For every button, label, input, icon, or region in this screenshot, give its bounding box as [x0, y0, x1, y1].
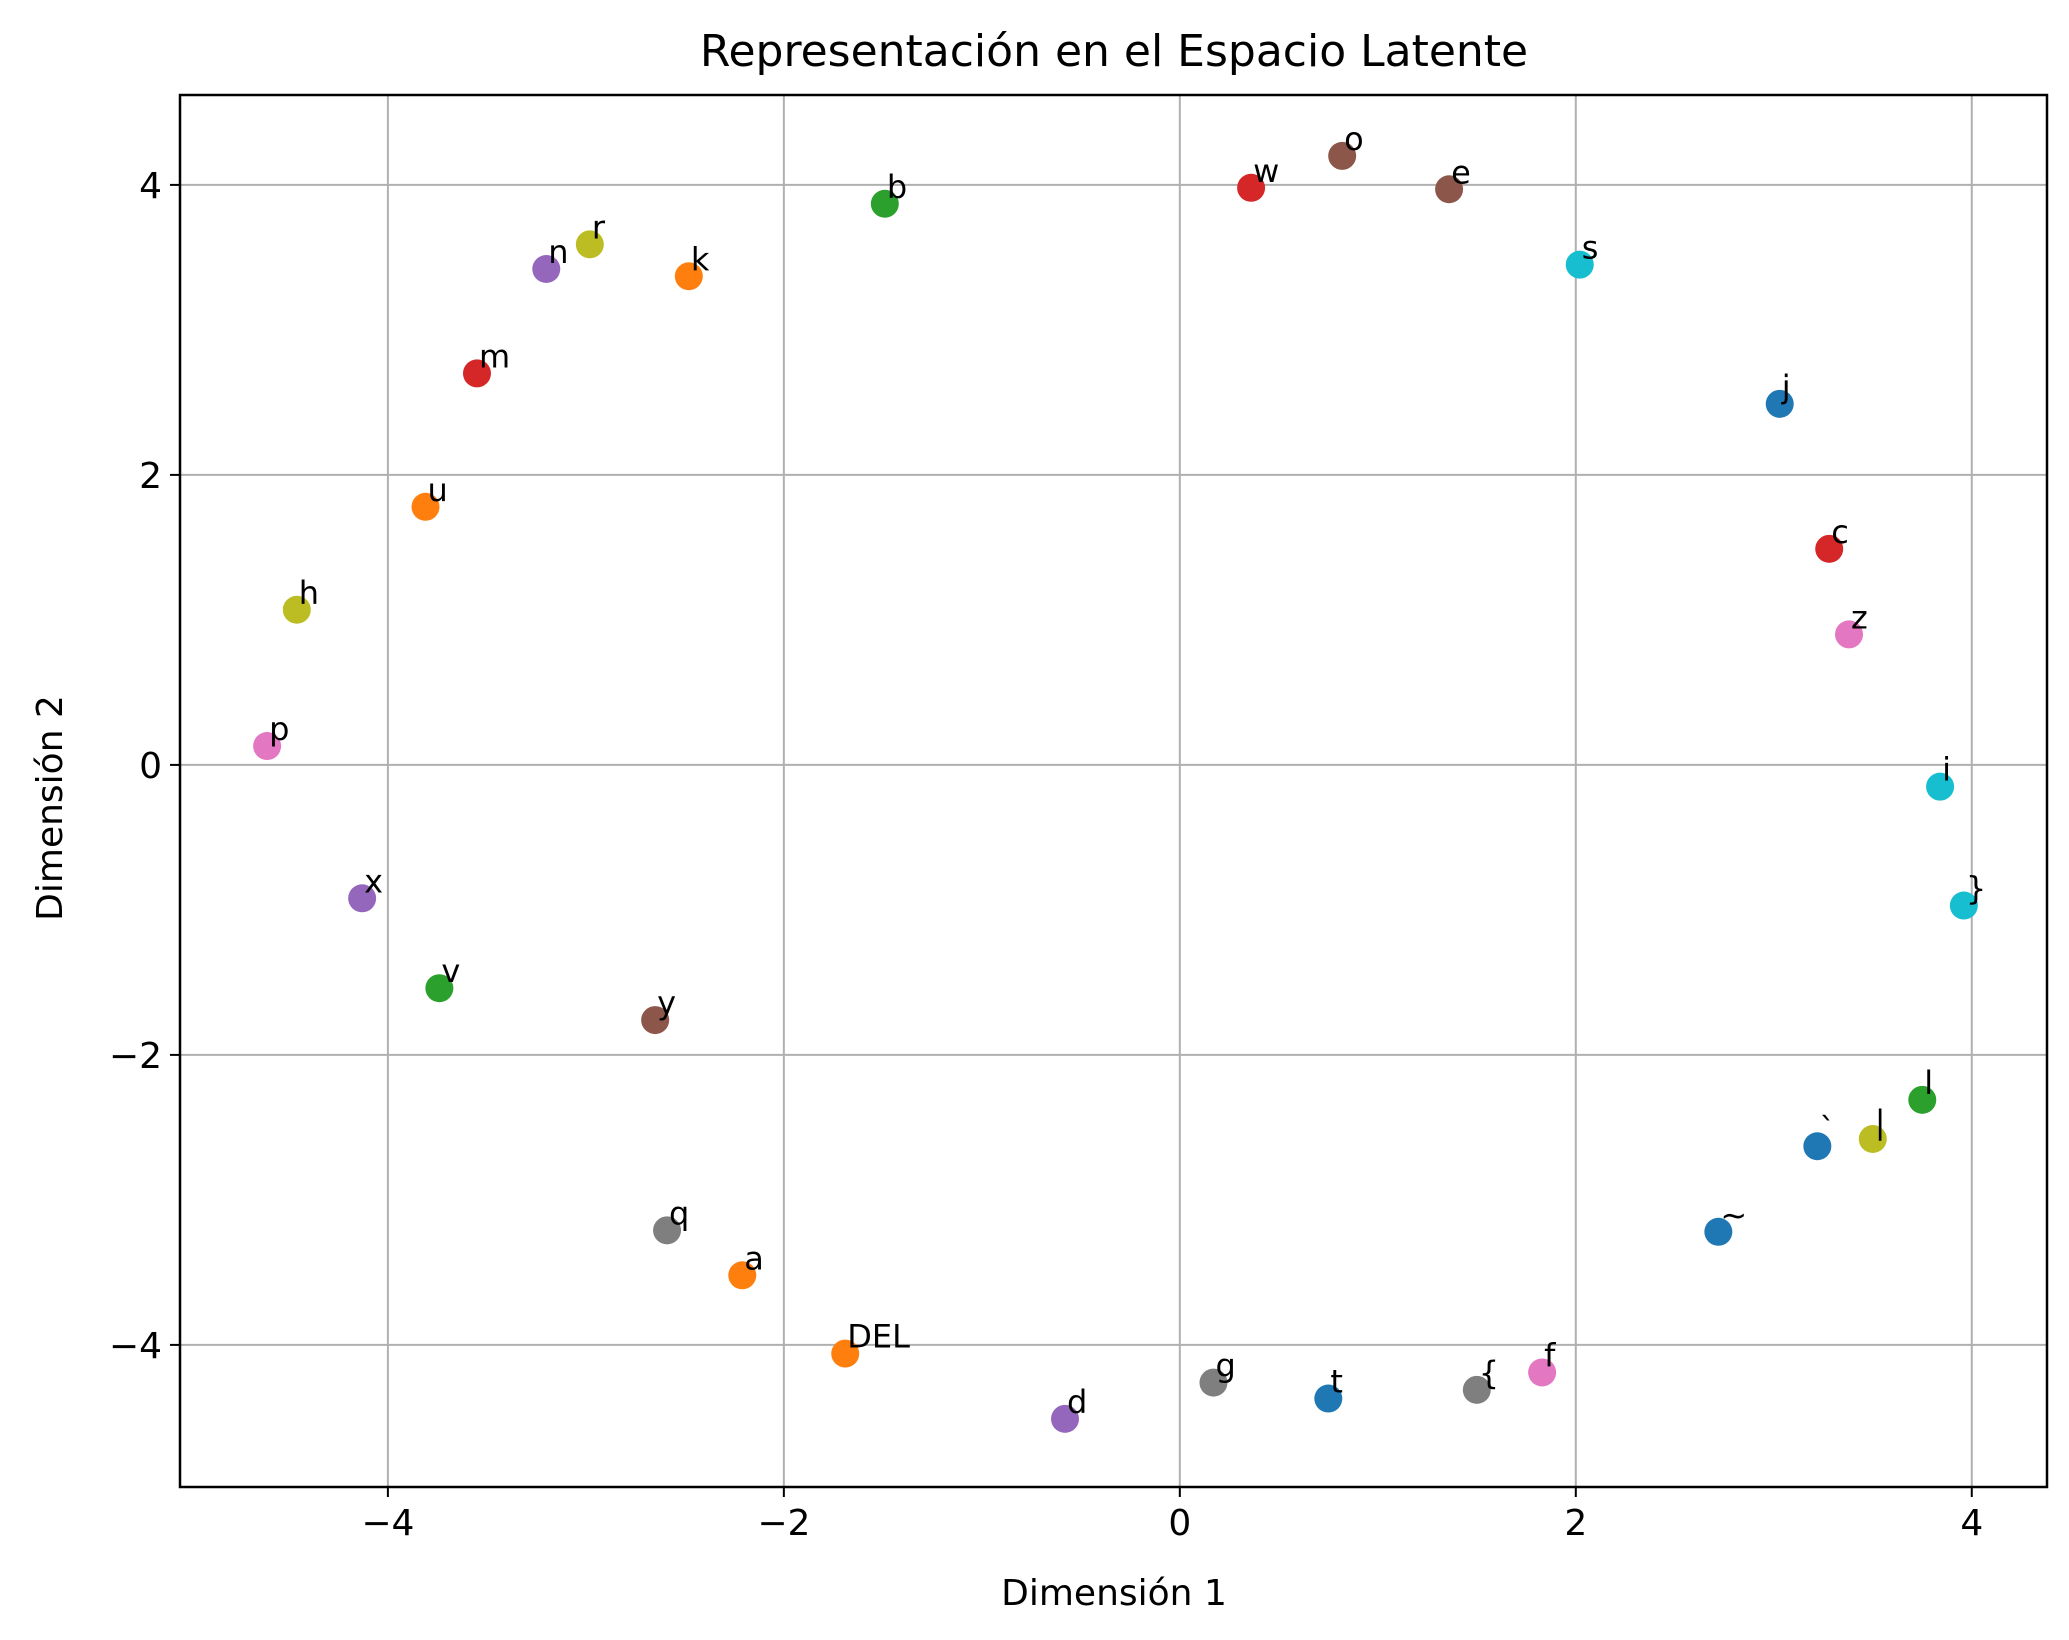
point-labels: o w e b r s n k m j u c h z p i} x v y l | ` ~ q a DEL f g { t d [269, 120, 1986, 1421]
point-label: l [1924, 1064, 1933, 1102]
point-label: DEL [847, 1318, 910, 1356]
point-label: ~ [1720, 1196, 1747, 1234]
y-tick-label: 0 [139, 746, 162, 787]
point-label: ` [1819, 1110, 1835, 1148]
point-label: o [1344, 120, 1364, 158]
point-label: s [1582, 229, 1599, 267]
scatter-point [1328, 141, 1357, 170]
scatter-point [1803, 1132, 1832, 1161]
scatter-point [728, 1261, 757, 1290]
scatter-point [1949, 891, 1978, 920]
scatter-point [1050, 1404, 1079, 1433]
point-label: k [691, 240, 710, 278]
scatter-point [1314, 1384, 1343, 1413]
scatter-point [1528, 1358, 1557, 1387]
x-tick-label: 0 [1168, 1503, 1191, 1544]
point-label: x [364, 862, 383, 900]
scatter-point [1835, 620, 1864, 649]
chart-title: Representación en el Espacio Latente [700, 26, 1528, 77]
point-label: b [887, 168, 907, 206]
point-label: c [1831, 513, 1849, 551]
x-tick-label: −4 [361, 1503, 414, 1544]
scatter-point [1908, 1085, 1937, 1114]
point-label: i [1942, 751, 1951, 789]
point-label: q [669, 1194, 689, 1232]
y-tick-label: −2 [109, 1036, 162, 1077]
scatter-point [674, 262, 703, 291]
x-axis-label: Dimensión 1 [1001, 1573, 1227, 1614]
scatter-point [1858, 1125, 1887, 1153]
y-tick-label: −4 [109, 1326, 162, 1367]
scatter-point [1704, 1217, 1733, 1246]
x-tick-label: −2 [757, 1503, 810, 1544]
point-label: { [1479, 1354, 1499, 1392]
scatter-point [1565, 250, 1594, 279]
point-label: p [269, 710, 289, 748]
y-tick-label: 4 [139, 166, 162, 207]
point-label: h [299, 574, 319, 612]
scatter-point [1926, 772, 1955, 801]
x-tick-label: 4 [1960, 1503, 1983, 1544]
scatter-point [253, 732, 282, 761]
point-label: y [657, 984, 676, 1022]
scatter-point [1462, 1375, 1491, 1404]
point-label: f [1544, 1336, 1556, 1374]
scatter-point [282, 595, 311, 624]
point-label: e [1451, 153, 1471, 191]
point-label: n [548, 233, 568, 271]
scatter-point [831, 1339, 860, 1368]
y-tick-label: 2 [139, 456, 162, 497]
point-label: | [1875, 1103, 1886, 1141]
scatter-point [348, 884, 377, 913]
scatter-point [575, 230, 604, 259]
scatter-point [653, 1216, 682, 1245]
plot-area-frame [178, 93, 2049, 1489]
scatter-point [1435, 175, 1464, 204]
scatter-point [1237, 173, 1266, 202]
axis-ticks: −4 −2 0 2 4 −4 −2 0 2 4 [109, 166, 1983, 1544]
point-label: u [428, 471, 448, 509]
point-label: } [1966, 870, 1986, 908]
point-label: j [1781, 368, 1791, 406]
point-label: w [1253, 152, 1279, 190]
grid-lines [180, 95, 2047, 1487]
scatter-points [253, 141, 1978, 1433]
point-label: d [1067, 1383, 1087, 1421]
point-label: t [1330, 1363, 1343, 1401]
scatter-point [1199, 1368, 1228, 1397]
scatter-point [1765, 389, 1794, 418]
point-label: g [1215, 1347, 1235, 1385]
point-label: v [441, 952, 460, 990]
scatter-point [532, 255, 561, 283]
scatter-point [462, 359, 491, 388]
point-label: a [744, 1239, 764, 1277]
scatter-point [641, 1006, 670, 1035]
scatter-point [1815, 534, 1844, 563]
point-label: r [592, 208, 606, 246]
point-label: m [479, 337, 510, 375]
scatter-point [425, 974, 454, 1003]
scatter-point [870, 189, 899, 218]
y-axis-label: Dimensión 2 [30, 695, 71, 921]
scatter-point [411, 492, 440, 521]
point-label: z [1851, 598, 1868, 636]
x-tick-label: 2 [1564, 1503, 1587, 1544]
